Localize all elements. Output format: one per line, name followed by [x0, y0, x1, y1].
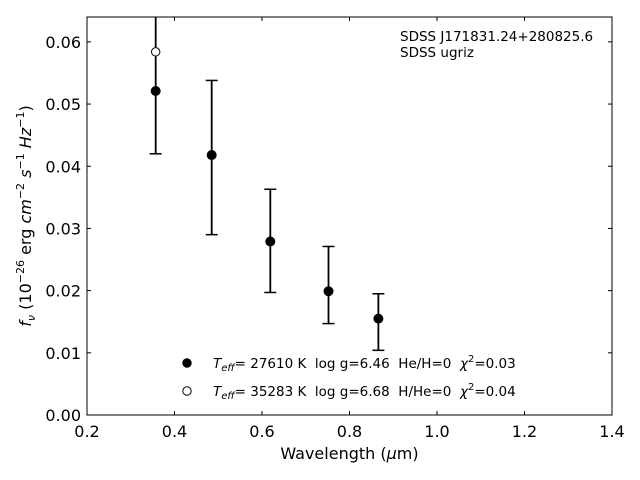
plot-background — [87, 17, 612, 415]
y-tick-label: 0.02 — [45, 282, 81, 301]
legend-text-sup: 2 — [468, 354, 474, 365]
x-tick-label: 1.4 — [599, 422, 624, 441]
model-point-filled — [206, 150, 217, 161]
legend-text-post: =0.03 — [474, 356, 515, 372]
x-axis-ticks: 0.2 0.4 0.6 0.8 1.0 1.2 1.4 — [74, 17, 625, 441]
y-axis-ticks: 0.00 0.01 0.02 0.03 0.04 0.05 0.06 — [45, 33, 612, 425]
legend-text-chi: χ — [459, 356, 469, 372]
legend-text-pre: T — [213, 384, 223, 400]
legend-marker-open — [182, 386, 192, 396]
annotation-object-name: SDSS J171831.24+280825.6 — [400, 29, 593, 45]
model-point-filled — [373, 313, 384, 324]
legend: Teff= 27610 K log g=6.46 He/H=0 χ2=0.03T… — [182, 354, 516, 402]
y-tick-label: 0.04 — [45, 157, 81, 176]
legend-text-sub: eff — [221, 363, 236, 374]
legend-marker-filled — [182, 358, 192, 368]
model-point-open — [150, 47, 161, 57]
y-tick-label: 0.06 — [45, 33, 81, 52]
y-tick-label: 0.05 — [45, 95, 81, 114]
y-tick-label: 0.03 — [45, 219, 81, 238]
x-axis-label: Wavelength (μm) — [280, 444, 418, 463]
x-tick-label: 0.8 — [337, 422, 362, 441]
legend-text-sub: eff — [221, 391, 236, 402]
legend-text-post: =0.04 — [474, 384, 515, 400]
x-tick-label: 0.4 — [162, 422, 187, 441]
x-tick-label: 0.6 — [249, 422, 274, 441]
annotation-filter-set: SDSS ugriz — [400, 45, 474, 61]
model-point-filled — [265, 236, 276, 247]
legend-text-mid: = 35283 K log g=6.68 H/He=0 — [235, 384, 460, 400]
legend-text-pre: T — [213, 356, 223, 372]
model-point-filled — [323, 286, 334, 297]
data-markers — [150, 47, 384, 324]
legend-entry: Teff= 35283 K log g=6.68 H/He=0 χ2=0.04 — [213, 382, 516, 402]
legend-text-chi: χ — [459, 384, 469, 400]
legend-text-mid: = 27610 K log g=6.46 He/H=0 — [235, 356, 460, 372]
x-tick-label: 0.2 — [74, 422, 99, 441]
x-tick-label: 1.2 — [512, 422, 537, 441]
y-tick-label: 0.00 — [45, 406, 81, 425]
legend-text-sup: 2 — [468, 382, 474, 393]
y-axis-label: fν (10−26 erg cm−2 s−1 Hz−1) — [14, 105, 38, 326]
y-tick-label: 0.01 — [45, 344, 81, 363]
x-tick-label: 1.0 — [424, 422, 449, 441]
legend-entry: Teff= 27610 K log g=6.46 He/H=0 χ2=0.03 — [213, 354, 516, 374]
model-point-filled — [150, 86, 161, 97]
